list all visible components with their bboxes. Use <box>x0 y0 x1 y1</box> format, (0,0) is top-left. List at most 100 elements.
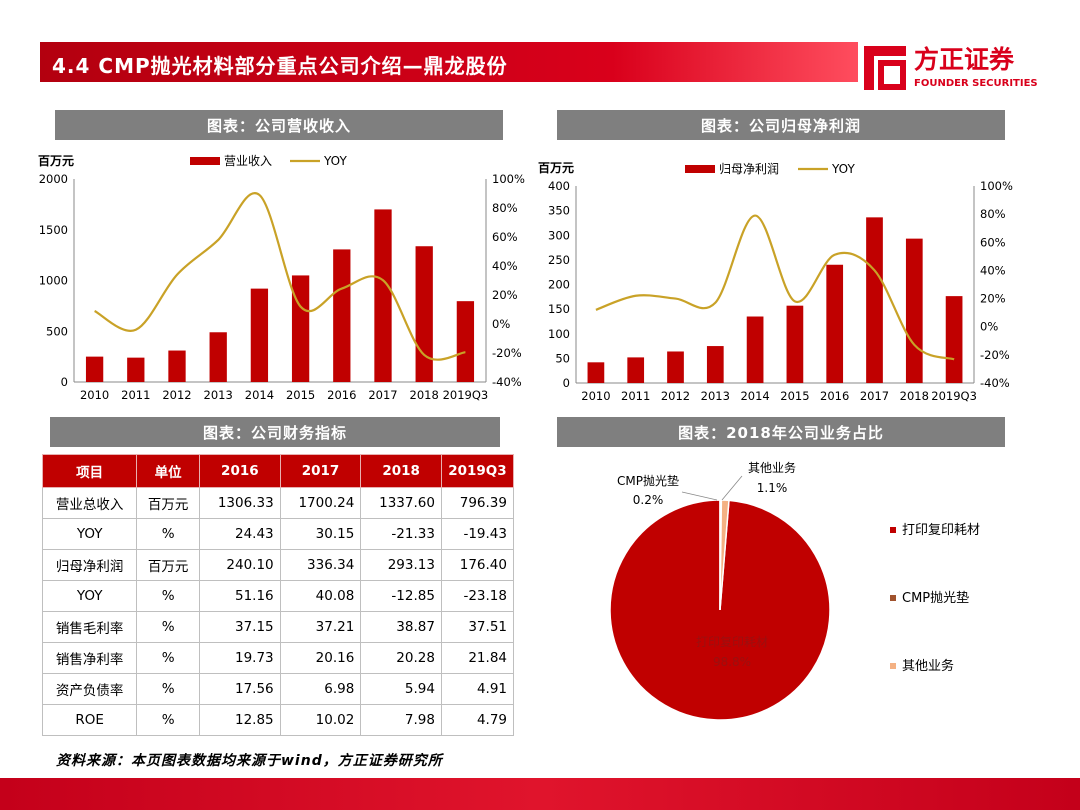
y-tick-label: 300 <box>548 228 570 242</box>
row-label-cell: 归母净利润 <box>41 549 138 581</box>
y2-tick-label: 60% <box>980 235 1006 249</box>
bar <box>587 362 605 383</box>
x-tick-label: 2011 <box>621 389 650 403</box>
bar <box>333 249 351 382</box>
y-tick-label: 50 <box>555 351 570 365</box>
table-header-cell: 2017 <box>279 454 362 488</box>
x-tick-label: 2017 <box>368 388 397 402</box>
page-title: 4.4 CMP抛光材料部分重点公司介绍—鼎龙股份 <box>52 54 508 78</box>
x-tick-label: 2019Q3 <box>443 388 489 402</box>
bar <box>866 217 883 383</box>
value-cell: 240.10 <box>199 549 281 581</box>
table-header-row: 项目 单位 2016 2017 2018 2019Q3 <box>41 454 515 488</box>
unit-cell: 百万元 <box>136 549 201 581</box>
x-tick-label: 2011 <box>121 388 150 402</box>
x-tick-label: 2010 <box>80 388 109 402</box>
unit-cell: % <box>136 704 201 736</box>
unit-cell: % <box>136 611 201 643</box>
table-header-cell: 2016 <box>199 454 281 488</box>
y-tick-label: 350 <box>548 204 570 218</box>
value-cell: 7.98 <box>360 704 442 736</box>
x-tick-label: 2010 <box>581 389 610 403</box>
row-label-cell: YOY <box>41 518 138 550</box>
x-tick-label: 2018 <box>410 388 439 402</box>
pie-value-other: 1.1% <box>757 481 788 495</box>
y2-tick-label: 100% <box>980 179 1013 193</box>
x-tick-label: 2015 <box>780 389 809 403</box>
logo-cn-text: 方正证券 <box>914 45 1015 74</box>
legend-bar-label: 归母净利润 <box>719 162 779 176</box>
yoy-line <box>595 214 955 361</box>
legend-bar-label: 营业收入 <box>224 154 272 168</box>
y2-tick-label: -20% <box>492 346 522 360</box>
pie-leader-other <box>721 475 743 501</box>
legend-swatch <box>890 595 896 601</box>
value-cell: -12.85 <box>360 580 442 612</box>
value-cell: 1306.33 <box>199 487 281 519</box>
value-cell: 37.51 <box>440 611 515 643</box>
y-tick-label: 0 <box>61 375 68 389</box>
bar <box>85 356 104 382</box>
table-header-cell: 项目 <box>41 454 138 488</box>
table-row: YOY% 51.16 40.08 -12.85 -23.18 <box>41 580 515 612</box>
y2-tick-label: 40% <box>980 263 1006 277</box>
value-cell: 37.21 <box>279 611 362 643</box>
bar <box>627 357 645 383</box>
x-tick-label: 2015 <box>286 388 315 402</box>
value-cell: -23.18 <box>440 580 515 612</box>
y-axis-unit-label: 百万元 <box>538 161 574 175</box>
logo-mark-icon: 方正证券 FOUNDER SECURITIES <box>864 45 1038 90</box>
legend-bar-swatch <box>685 165 715 173</box>
row-label-cell: ROE <box>41 704 138 736</box>
value-cell: 24.43 <box>199 518 281 550</box>
row-label-cell: 营业总收入 <box>41 487 138 519</box>
bar <box>250 288 269 382</box>
y2-tick-label: 80% <box>492 201 518 215</box>
y2-tick-label: -40% <box>980 376 1010 390</box>
unit-cell: % <box>136 580 201 612</box>
x-tick-label: 2014 <box>245 388 274 402</box>
y-tick-label: 250 <box>548 253 570 267</box>
value-cell: 20.16 <box>279 642 362 674</box>
finance-table: 项目 单位 2016 2017 2018 2019Q3 营业总收入 百万元 1306.33 17… <box>41 454 515 736</box>
table-row: 资产负债率% 17.56 6.98 5.94 4.91 <box>41 673 515 705</box>
bar <box>945 296 963 383</box>
title-bar: 4.4 CMP抛光材料部分重点公司介绍—鼎龙股份 <box>40 42 858 82</box>
footer-band <box>0 778 1080 810</box>
legend-bar-swatch <box>190 157 220 165</box>
y-tick-label: 2000 <box>39 172 68 186</box>
bar <box>209 332 227 382</box>
table-row: 营业总收入 百万元 1306.33 1700.24 1337.60 796.39 <box>41 487 515 519</box>
profit-chart-header: 图表：公司归母净利润 <box>557 110 1005 140</box>
bar <box>456 301 475 382</box>
value-cell: 5.94 <box>360 673 442 705</box>
pie-slice <box>719 499 730 611</box>
x-tick-label: 2018 <box>900 389 929 403</box>
y-tick-label: 400 <box>548 179 570 193</box>
bar <box>905 238 923 383</box>
x-tick-label: 2016 <box>820 389 849 403</box>
bar <box>291 275 310 382</box>
y-tick-label: 0 <box>563 376 570 390</box>
value-cell: 176.40 <box>440 549 515 581</box>
table-header-cell: 2018 <box>360 454 442 488</box>
value-cell: 30.15 <box>279 518 362 550</box>
y2-tick-label: -20% <box>980 348 1010 362</box>
y2-tick-label: 80% <box>980 207 1006 221</box>
business-share-pie-chart: 打印复印耗材 98.8% CMP抛光垫 0.2% 其他业务 1.1% 打印复印耗材 CMP抛光… <box>609 460 980 721</box>
yoy-line <box>94 192 466 361</box>
x-tick-label: 2012 <box>661 389 690 403</box>
logo-en-text: FOUNDER SECURITIES <box>914 78 1038 89</box>
y-tick-label: 100 <box>548 327 570 341</box>
value-cell: 20.28 <box>360 642 442 674</box>
y-tick-label: 500 <box>46 324 68 338</box>
bar <box>706 346 724 383</box>
value-cell: 6.98 <box>279 673 362 705</box>
value-cell: 19.73 <box>199 642 281 674</box>
row-label-cell: 销售净利率 <box>41 642 138 674</box>
bar <box>667 351 684 383</box>
x-tick-label: 2019Q3 <box>931 389 977 403</box>
legend-label: 打印复印耗材 <box>902 523 980 538</box>
value-cell: -21.33 <box>360 518 442 550</box>
pie-label-cmp: CMP抛光垫 <box>617 473 679 488</box>
